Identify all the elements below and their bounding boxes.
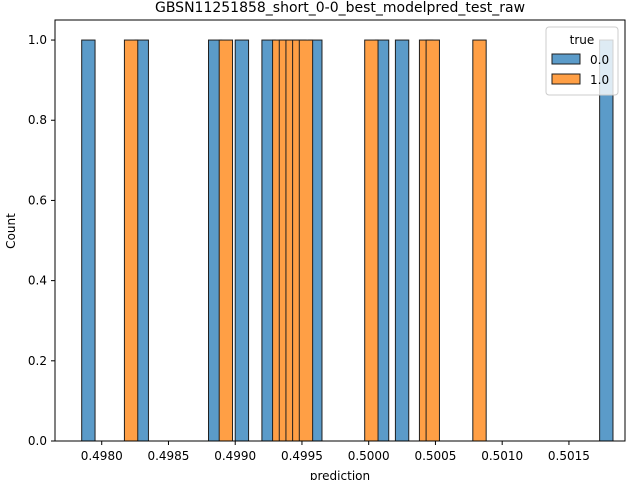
bar-series-1-bin-10 bbox=[472, 39, 487, 442]
y-axis-label: Count bbox=[4, 213, 18, 249]
bars-group bbox=[81, 39, 614, 442]
legend-label-1: 1.0 bbox=[590, 73, 609, 87]
x-tick-label-6: 0.5010 bbox=[481, 449, 523, 463]
y-tick-label-4: 0.8 bbox=[28, 113, 47, 127]
bar-series-1-bin-9 bbox=[425, 39, 440, 442]
bar-series-1-bin-1 bbox=[218, 39, 234, 442]
plot-frame bbox=[54, 19, 626, 442]
bar-series-1-bin-7 bbox=[364, 39, 379, 442]
legend-label-0: 0.0 bbox=[590, 53, 609, 67]
x-axis-ticks: 0.4980 0.4985 0.4990 0.4995 0.5000 0.5005 0.50… bbox=[81, 441, 590, 463]
x-tick-label-5: 0.5005 bbox=[414, 449, 456, 463]
x-tick-label-3: 0.4995 bbox=[281, 449, 323, 463]
x-axis-label: prediction bbox=[310, 469, 370, 480]
legend-swatch-0 bbox=[551, 53, 581, 65]
bar-series-0-bin-3 bbox=[234, 39, 250, 442]
chart-title: GBSN11251858_short_0-0_best_modelpred_te… bbox=[155, 0, 525, 16]
bar-series-1-bin-0 bbox=[123, 39, 139, 442]
y-tick-label-5: 1.0 bbox=[28, 33, 47, 47]
bar-series-0-bin-8 bbox=[599, 39, 614, 442]
x-tick-label-2: 0.4990 bbox=[214, 449, 256, 463]
legend-title: true bbox=[570, 33, 595, 47]
y-axis-ticks: 0.0 0.2 0.4 0.6 0.8 1.0 bbox=[28, 33, 55, 448]
legend: true 0.0 1.0 bbox=[545, 26, 619, 96]
bar-series-1-bin-6 bbox=[298, 39, 314, 442]
x-tick-label-1: 0.4985 bbox=[147, 449, 189, 463]
y-tick-label-3: 0.6 bbox=[28, 193, 47, 207]
y-tick-label-2: 0.4 bbox=[28, 274, 47, 288]
x-tick-label-0: 0.4980 bbox=[81, 449, 123, 463]
y-tick-label-0: 0.0 bbox=[28, 434, 47, 448]
bar-series-0-bin-7 bbox=[394, 39, 410, 442]
bar-series-0-bin-0 bbox=[81, 39, 96, 442]
x-tick-label-4: 0.5000 bbox=[348, 449, 390, 463]
x-tick-label-7: 0.5015 bbox=[548, 449, 590, 463]
legend-swatch-1 bbox=[551, 73, 581, 85]
y-tick-label-1: 0.2 bbox=[28, 354, 47, 368]
